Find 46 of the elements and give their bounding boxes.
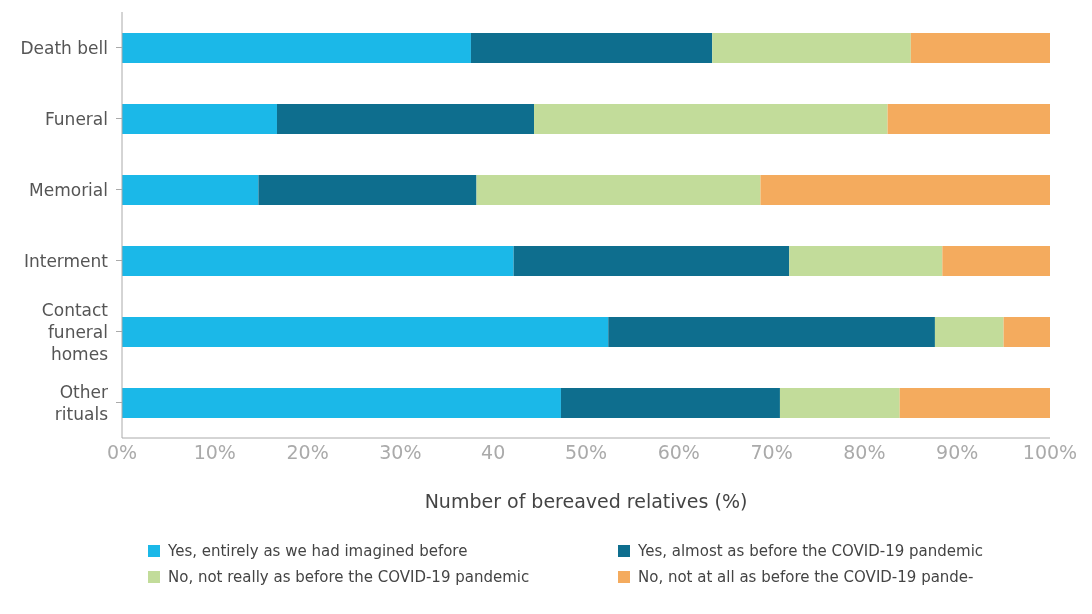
bar [122, 388, 561, 418]
legend-label: No, not at all as before the COVID-19 pande- [638, 568, 974, 586]
x-tick-label: 20% [286, 441, 329, 464]
bar [122, 317, 609, 347]
x-tick-label: 10% [193, 441, 236, 464]
y-tick-label: Funeral [45, 108, 108, 129]
bar [899, 388, 1050, 418]
bar [122, 104, 277, 134]
bar [476, 175, 761, 205]
x-tick-label: 30% [379, 441, 422, 464]
y-tick-label: Other rituals [54, 381, 109, 424]
bar [276, 104, 535, 134]
y-tick-label: Memorial [29, 179, 108, 200]
bar [608, 317, 935, 347]
y-tick-label: Interment [23, 250, 109, 271]
legend-label: Yes, entirely as we had imagined before [168, 542, 468, 560]
bar [258, 175, 477, 205]
bar [513, 246, 790, 276]
bar [470, 33, 713, 63]
bar [560, 388, 780, 418]
x-tick-label: 70% [750, 441, 793, 464]
x-tick-label: 40 [481, 441, 506, 464]
x-tick-label: 90% [936, 441, 979, 464]
bar [760, 175, 1050, 205]
bar [789, 246, 943, 276]
legend-label: No, not really as before the COVID-19 pandemic [168, 568, 530, 586]
x-tick-label: 80% [843, 441, 886, 464]
bar [942, 246, 1050, 276]
y-tick-label: Contact funeral homes [41, 299, 109, 364]
bar [910, 33, 1050, 63]
bar [934, 317, 1004, 347]
bar [887, 104, 1050, 134]
y-tick-label: Death bell [20, 37, 108, 58]
legend-label: Yes, almost as before the COVID-19 pandemic [638, 542, 984, 560]
x-tick-label: 50% [564, 441, 608, 464]
x-tick-label: 60% [657, 441, 700, 464]
bar [122, 33, 471, 63]
x-tick-label: 0% [106, 441, 138, 464]
bar [779, 388, 900, 418]
bar [122, 175, 259, 205]
bar [534, 104, 888, 134]
bar [1003, 317, 1050, 347]
x-axis-title: Number of bereaved relatives (%) [424, 490, 748, 512]
x-tick-label: 100% [1022, 441, 1078, 464]
bar [712, 33, 911, 63]
bar [122, 246, 514, 276]
